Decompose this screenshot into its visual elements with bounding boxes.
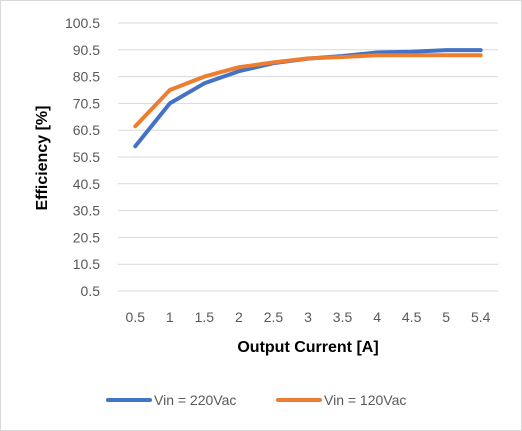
x-tick-label: 5 — [442, 309, 450, 325]
y-tick-label: 30.5 — [73, 203, 100, 219]
y-tick-label: 70.5 — [73, 95, 100, 111]
y-tick-label: 50.5 — [73, 149, 100, 165]
y-tick-label: 90.5 — [73, 42, 100, 58]
series-lines — [133, 48, 483, 149]
x-tick-label: 2.5 — [264, 309, 284, 325]
gridlines — [118, 22, 498, 292]
y-tick-label: 20.5 — [73, 229, 100, 245]
x-axis-title: Output Current [A] — [237, 339, 378, 356]
y-tick-label: 80.5 — [73, 69, 100, 85]
series-line-1 — [133, 48, 483, 149]
y-tick-label: 40.5 — [73, 176, 100, 192]
x-tick-label: 5.4 — [471, 309, 491, 325]
x-tick-labels: 0.5 1 1.5 2 2.5 3 3.5 4 4.5 5 5.4 — [126, 309, 491, 325]
legend: Vin = 220Vac Vin = 120Vac — [106, 392, 406, 408]
series-line-2 — [133, 53, 483, 129]
x-tick-label: 1.5 — [195, 309, 215, 325]
x-tick-label: 2 — [235, 309, 243, 325]
x-tick-label: 4 — [373, 309, 381, 325]
y-axis-title: Efficiency [%] — [34, 106, 51, 211]
x-tick-label: 1 — [166, 309, 174, 325]
y-tick-label: 60.5 — [73, 122, 100, 138]
x-tick-label: 0.5 — [126, 309, 146, 325]
x-tick-label: 4.5 — [402, 309, 422, 325]
legend-label: Vin = 120Vac — [324, 392, 406, 408]
y-tick-label: 0.5 — [81, 283, 101, 299]
x-tick-label: 3 — [304, 309, 312, 325]
x-tick-label: 3.5 — [333, 309, 353, 325]
legend-label: Vin = 220Vac — [154, 392, 236, 408]
y-tick-label: 10.5 — [73, 256, 100, 272]
y-tick-label: 100.5 — [65, 15, 100, 31]
y-tick-labels: 0.5 10.5 20.5 30.5 40.5 50.5 60.5 70.5 80.5 90.5 1… — [65, 15, 100, 299]
